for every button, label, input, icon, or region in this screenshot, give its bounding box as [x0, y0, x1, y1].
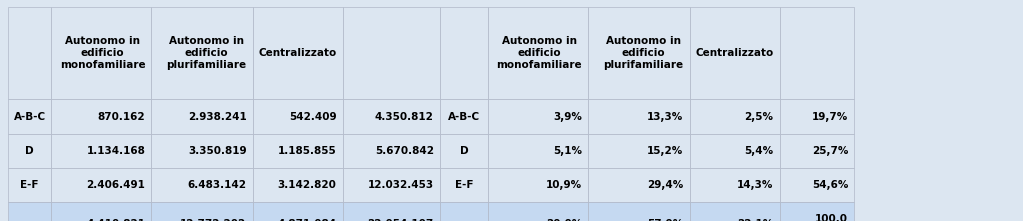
Text: 4.410.821: 4.410.821	[86, 219, 145, 221]
Bar	[780, 168, 854, 202]
Text: 12.772.202: 12.772.202	[180, 219, 247, 221]
Text: E-F: E-F	[20, 180, 39, 190]
Bar	[690, 99, 780, 134]
Text: 3.142.820: 3.142.820	[277, 180, 337, 190]
Bar	[8, 168, 51, 202]
Text: 25,7%: 25,7%	[811, 146, 848, 156]
Text: 1.185.855: 1.185.855	[278, 146, 337, 156]
Bar	[440, 7, 488, 99]
Bar	[51, 134, 151, 168]
Text: Centralizzato: Centralizzato	[259, 48, 337, 58]
Bar	[151, 168, 253, 202]
Bar	[690, 134, 780, 168]
Text: 542.409: 542.409	[288, 112, 337, 122]
Text: 12.032.453: 12.032.453	[367, 180, 434, 190]
Bar	[440, 202, 488, 221]
Bar	[780, 7, 854, 99]
Bar	[488, 134, 588, 168]
Bar	[588, 99, 690, 134]
Bar	[253, 7, 343, 99]
Text: 2.938.241: 2.938.241	[188, 112, 247, 122]
Bar	[780, 99, 854, 134]
Bar	[51, 168, 151, 202]
Bar	[588, 202, 690, 221]
Bar	[440, 99, 488, 134]
Bar	[253, 99, 343, 134]
Text: A-B-C: A-B-C	[13, 112, 46, 122]
Bar	[8, 7, 51, 99]
Bar	[51, 202, 151, 221]
Text: 13,3%: 13,3%	[648, 112, 683, 122]
Text: 54,6%: 54,6%	[811, 180, 848, 190]
Text: 870.162: 870.162	[97, 112, 145, 122]
Bar	[488, 99, 588, 134]
Text: D: D	[26, 146, 34, 156]
Text: 22,1%: 22,1%	[738, 219, 773, 221]
Text: Centralizzato: Centralizzato	[696, 48, 773, 58]
Text: 20,0%: 20,0%	[546, 219, 582, 221]
Text: 22.054.107: 22.054.107	[367, 219, 434, 221]
Bar	[488, 168, 588, 202]
Bar	[151, 134, 253, 168]
Text: 100,0
%: 100,0 %	[815, 213, 848, 221]
Bar	[690, 7, 780, 99]
Bar	[151, 7, 253, 99]
Text: 5,4%: 5,4%	[745, 146, 773, 156]
Bar	[488, 202, 588, 221]
Text: A-B-C: A-B-C	[448, 112, 480, 122]
Text: 5.670.842: 5.670.842	[374, 146, 434, 156]
Text: 10,9%: 10,9%	[546, 180, 582, 190]
Bar	[588, 134, 690, 168]
Text: 2,5%: 2,5%	[745, 112, 773, 122]
Text: 19,7%: 19,7%	[812, 112, 848, 122]
Text: 15,2%: 15,2%	[648, 146, 683, 156]
Bar	[440, 134, 488, 168]
Bar	[440, 168, 488, 202]
Bar	[253, 168, 343, 202]
Bar	[780, 134, 854, 168]
Text: 4.350.812: 4.350.812	[374, 112, 434, 122]
Text: 3,9%: 3,9%	[553, 112, 582, 122]
Text: 5,1%: 5,1%	[553, 146, 582, 156]
Bar	[343, 168, 440, 202]
Text: E-F: E-F	[454, 180, 474, 190]
Bar	[151, 202, 253, 221]
Text: 3.350.819: 3.350.819	[188, 146, 247, 156]
Text: Autonomo in
edificio
plurifamiliare: Autonomo in edificio plurifamiliare	[604, 36, 683, 70]
Bar	[488, 7, 588, 99]
Bar	[8, 202, 51, 221]
Bar	[8, 134, 51, 168]
Bar	[51, 99, 151, 134]
Text: D: D	[459, 146, 469, 156]
Bar	[588, 7, 690, 99]
Text: Autonomo in
edificio
monofamiliare: Autonomo in edificio monofamiliare	[496, 36, 582, 70]
Text: Autonomo in
edificio
monofamiliare: Autonomo in edificio monofamiliare	[59, 36, 145, 70]
Bar	[780, 202, 854, 221]
Text: 14,3%: 14,3%	[737, 180, 773, 190]
Bar	[343, 134, 440, 168]
Text: 4.871.084: 4.871.084	[277, 219, 337, 221]
Bar	[51, 7, 151, 99]
Text: 1.134.168: 1.134.168	[86, 146, 145, 156]
Bar	[253, 202, 343, 221]
Bar	[343, 202, 440, 221]
Text: 2.406.491: 2.406.491	[86, 180, 145, 190]
Bar	[343, 99, 440, 134]
Bar	[690, 202, 780, 221]
Text: 6.483.142: 6.483.142	[187, 180, 247, 190]
Bar	[253, 134, 343, 168]
Bar	[151, 99, 253, 134]
Text: 29,4%: 29,4%	[648, 180, 683, 190]
Text: 57,9%: 57,9%	[648, 219, 683, 221]
Bar	[8, 99, 51, 134]
Bar	[343, 7, 440, 99]
Bar	[690, 168, 780, 202]
Text: Autonomo in
edificio
plurifamiliare: Autonomo in edificio plurifamiliare	[167, 36, 247, 70]
Bar	[588, 168, 690, 202]
